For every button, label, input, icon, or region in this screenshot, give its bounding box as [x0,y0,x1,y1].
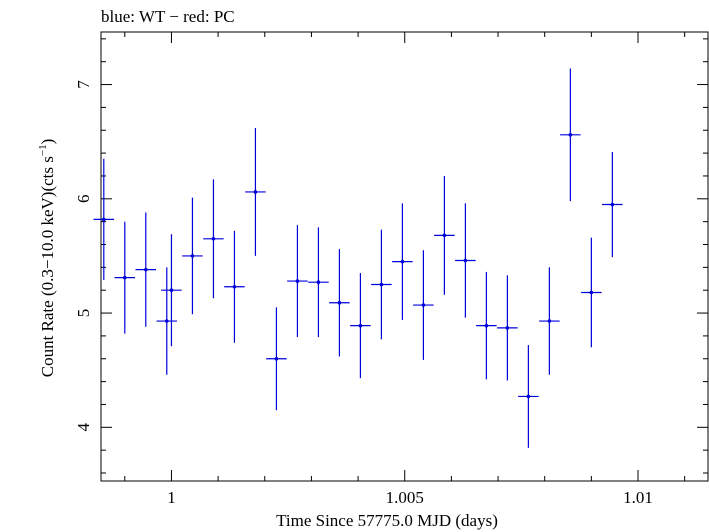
y-tick-label: 4 [74,423,93,432]
point-marker [232,284,237,289]
point-marker [379,282,384,287]
data-point [455,203,476,318]
axis-tick-labels: 1 1.005 1.01 4 5 6 7 [74,80,653,507]
point-marker [400,259,405,264]
data-point [371,229,392,340]
point-marker [295,279,300,283]
point-marker [568,133,573,137]
data-point [224,230,245,343]
data-point [203,179,224,299]
x-tick-label: 1.01 [623,488,653,507]
y-axis-label-superscript: −1 [37,144,49,156]
point-marker [463,258,468,263]
data-point [539,267,560,375]
data-point [350,273,371,379]
point-marker [547,319,552,323]
data-point [434,175,455,295]
data-point [329,249,350,357]
point-marker [190,254,195,258]
data-point [182,197,203,315]
point-marker [589,290,594,295]
y-tick-label: 6 [74,195,93,204]
point-marker [358,323,363,328]
x-axis-label: Time Since 57775.0 MJD (days) [276,511,498,530]
point-marker [316,280,321,285]
point-marker [421,303,426,307]
point-marker [337,300,342,305]
data-point [581,237,602,348]
x-tick-label: 1 [167,488,176,507]
data-point [476,271,497,380]
y-axis-label-close: ) [38,139,57,145]
data-point [93,158,115,280]
x-tick-label: 1.005 [386,488,424,507]
point-marker [122,275,127,280]
data-point [245,127,266,256]
data-point [518,345,539,448]
data-point [287,225,308,338]
point-marker [169,288,174,293]
point-marker [610,202,615,207]
point-marker [101,217,106,222]
point-marker [211,236,216,241]
data-point [135,212,157,327]
data-point [413,250,434,360]
point-marker [526,394,531,399]
data-point [602,151,623,258]
data-point [497,275,518,381]
point-marker [484,323,489,328]
point-marker [274,356,279,361]
data-point [392,203,413,320]
data-point [114,221,136,334]
data-points [93,68,623,448]
data-point [560,68,581,202]
data-point [266,307,287,411]
y-axis-label-main: Count Rate (0.3−10.0 keV)(cts s [38,156,57,377]
point-marker [505,326,510,330]
point-marker [253,190,258,194]
y-tick-label: 5 [74,309,93,318]
point-marker [164,319,169,323]
axis-ticks [101,32,708,481]
data-point [156,267,178,375]
y-axis-label: Count Rate (0.3−10.0 keV)(cts s−1) [37,139,57,378]
data-point [161,234,182,347]
point-marker [143,267,148,272]
chart-title: blue: WT − red: PC [101,7,235,26]
data-point [308,227,329,338]
point-marker [442,233,447,238]
y-tick-label: 7 [74,80,93,89]
